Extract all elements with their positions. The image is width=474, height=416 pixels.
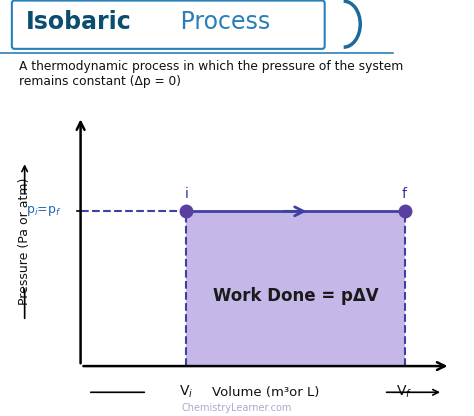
FancyBboxPatch shape [12,0,325,49]
Text: ChemistryLearner.com: ChemistryLearner.com [182,403,292,413]
Text: Isobaric: Isobaric [26,10,132,35]
Text: V$_i$: V$_i$ [179,384,193,400]
Text: f: f [402,187,407,201]
Text: Process: Process [173,10,270,35]
Text: p$_i$=p$_f$: p$_i$=p$_f$ [26,204,61,218]
Text: Work Done = pΔV: Work Done = pΔV [212,287,378,305]
Polygon shape [186,211,404,366]
Text: i: i [184,187,188,201]
Text: Volume (m³or L): Volume (m³or L) [212,386,319,399]
Text: A thermodynamic process in which the pressure of the system
remains constant (Δp: A thermodynamic process in which the pre… [19,60,403,88]
Text: Pressure (Pa or atm): Pressure (Pa or atm) [18,178,31,305]
Text: V$_f$: V$_f$ [396,384,413,400]
